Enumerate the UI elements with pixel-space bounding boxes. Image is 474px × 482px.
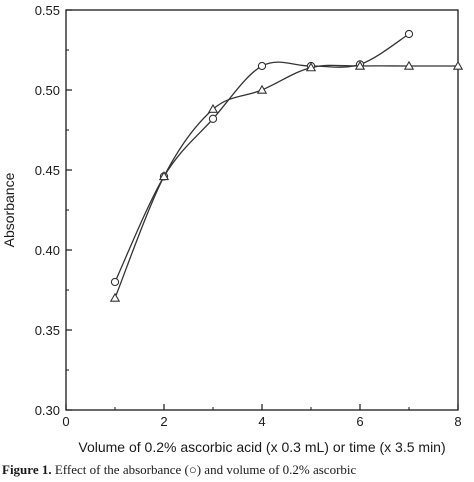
- x-tick-label: 0: [62, 414, 69, 429]
- y-tick-label: 0.35: [35, 323, 60, 338]
- triangle-point: [305, 62, 317, 72]
- triangle-point: [109, 292, 121, 302]
- circle-point: [257, 61, 267, 71]
- y-tick-label: 0.50: [35, 83, 60, 98]
- y-tick-label: 0.30: [35, 403, 60, 418]
- x-axis-label: Volume of 0.2% ascorbic acid (x 0.3 mL) …: [78, 439, 445, 455]
- series-line-circle: [114, 33, 410, 283]
- x-tick-label: 6: [356, 414, 363, 429]
- series-curves: [114, 33, 458, 299]
- series-markers: [109, 29, 464, 302]
- caption-text: Effect of the absorbance (○) and volume …: [54, 462, 357, 477]
- circle-point: [404, 29, 414, 39]
- triangle-point: [256, 84, 268, 94]
- circle-point: [208, 114, 218, 123]
- caption-label: Figure 1.: [2, 462, 52, 477]
- circle-point: [110, 277, 120, 287]
- figure-caption: Figure 1. Effect of the absorbance (○) a…: [2, 462, 474, 478]
- triangle-point: [207, 103, 219, 113]
- axis-ticks: 0 2 4 6 8 0.30 0.35 0.40 0.45 0.50 0.55: [35, 3, 462, 429]
- y-tick-label: 0.55: [35, 3, 60, 18]
- triangle-point: [403, 60, 415, 70]
- x-tick-label: 8: [454, 414, 461, 429]
- y-tick-label: 0.45: [35, 163, 60, 178]
- triangle-point: [354, 60, 366, 70]
- y-axis-label: Absorbance: [1, 172, 17, 247]
- x-tick-label: 2: [160, 414, 167, 429]
- series-line-triangle: [114, 64, 458, 299]
- y-tick-label: 0.40: [35, 243, 60, 258]
- triangle-point: [158, 171, 170, 181]
- x-tick-label: 4: [258, 414, 265, 429]
- triangle-point: [452, 60, 464, 70]
